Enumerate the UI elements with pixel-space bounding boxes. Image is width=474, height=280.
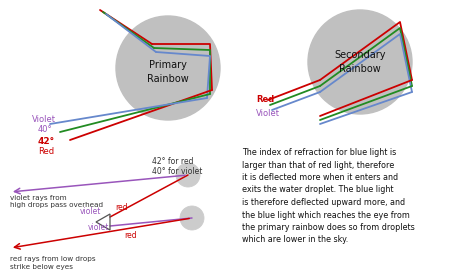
Text: Red: Red xyxy=(256,95,274,104)
Text: Violet: Violet xyxy=(32,115,56,125)
Text: red: red xyxy=(115,204,128,213)
Text: The index of refraction for blue light is
larger than that of red light, therefo: The index of refraction for blue light i… xyxy=(242,148,415,244)
Text: Violet: Violet xyxy=(256,109,280,118)
Text: 42° for red: 42° for red xyxy=(152,157,193,167)
Text: Red: Red xyxy=(38,146,54,155)
Text: red rays from low drops
strike below eyes: red rays from low drops strike below eye… xyxy=(10,256,96,269)
Circle shape xyxy=(116,16,220,120)
Text: Secondary
Rainbow: Secondary Rainbow xyxy=(334,50,386,74)
Text: Primary
Rainbow: Primary Rainbow xyxy=(147,60,189,84)
Text: violet: violet xyxy=(88,223,109,232)
Circle shape xyxy=(308,10,412,114)
Text: 42°: 42° xyxy=(38,137,55,146)
Circle shape xyxy=(180,206,204,230)
Text: violet rays from
high drops pass overhead: violet rays from high drops pass overhea… xyxy=(10,195,103,209)
Circle shape xyxy=(176,163,200,187)
Text: violet: violet xyxy=(80,207,101,216)
Text: 40° for violet: 40° for violet xyxy=(152,167,202,176)
Text: 40°: 40° xyxy=(38,125,53,134)
Text: red: red xyxy=(124,232,137,241)
